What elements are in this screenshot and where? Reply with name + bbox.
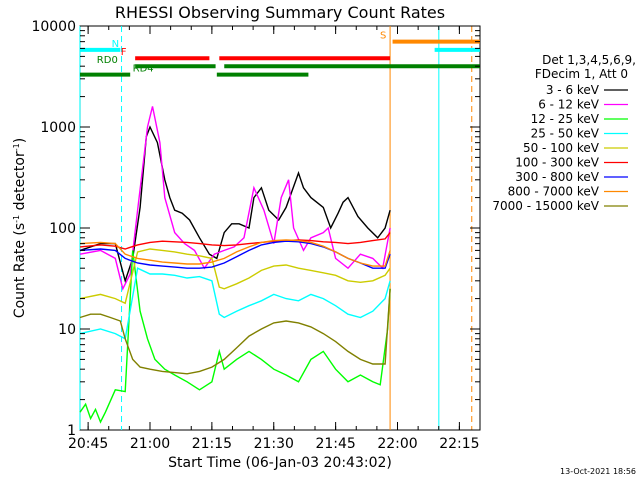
- series-line-7: [79, 239, 391, 267]
- flag-label-1: F: [121, 47, 127, 58]
- y-axis-label: Count Rate (s-1 detector-1): [12, 138, 28, 318]
- y-tick-label: 10000: [31, 19, 76, 35]
- x-tick-label: 20:45: [68, 436, 108, 452]
- flag-label-4: S: [380, 31, 386, 42]
- series-line-2: [79, 250, 391, 424]
- legend-label-2: 12 - 25 keV: [531, 112, 600, 126]
- x-tick-label: 21:30: [254, 436, 294, 452]
- chart-title: RHESSI Observing Summary Count Rates: [115, 3, 445, 22]
- series-line-0: [79, 125, 391, 284]
- y-tick-label: 100: [49, 221, 76, 237]
- x-tick-label: 21:00: [130, 436, 170, 452]
- series-line-5: [79, 232, 391, 250]
- series-line-8: [79, 288, 391, 375]
- legend-label-8: 7000 - 15000 keV: [492, 199, 599, 213]
- legend-header-line-2: FDecim 1, Att 0: [535, 67, 628, 81]
- footer-date: 13-Oct-2021 18:56: [560, 467, 636, 476]
- legend-label-3: 25 - 50 keV: [531, 127, 600, 141]
- series-line-4: [79, 248, 391, 305]
- legend-label-4: 50 - 100 keV: [523, 141, 600, 155]
- series-line-3: [79, 267, 391, 340]
- x-axis-label: Start Time (06-Jan-03 20:43:02): [168, 455, 392, 471]
- y-tick-label: 1: [67, 423, 76, 439]
- legend: Det 1,3,4,5,6,9, FDecim 1, Att 0 3 - 6 k…: [492, 53, 636, 213]
- legend-label-5: 100 - 300 keV: [515, 156, 599, 170]
- y-tick-label: 10: [58, 322, 76, 338]
- legend-header-line-1: Det 1,3,4,5,6,9,: [542, 53, 636, 67]
- x-axis: 20:45 21:00 21:15 21:30 21:45 22:00 22:15: [68, 26, 480, 452]
- x-tick-label: 22:00: [377, 436, 417, 452]
- plot-frame: [79, 25, 481, 431]
- y-tick-label: 1000: [40, 120, 76, 136]
- x-tick-label: 21:45: [315, 436, 355, 452]
- x-tick-label: 22:15: [439, 436, 479, 452]
- legend-label-1: 6 - 12 keV: [538, 98, 600, 112]
- flag-label-2: RD0: [97, 55, 118, 66]
- flag-label-3: RD4: [133, 64, 154, 75]
- x-tick-label: 21:15: [192, 436, 232, 452]
- flag-label-0: N: [112, 39, 119, 50]
- series-line-1: [79, 106, 391, 291]
- legend-label-7: 800 - 7000 keV: [508, 185, 600, 199]
- legend-label-0: 3 - 6 keV: [546, 83, 600, 97]
- series-group: [79, 106, 391, 424]
- legend-label-6: 300 - 800 keV: [515, 170, 599, 184]
- y-axis: 1 10 100 1000 10000: [31, 19, 480, 439]
